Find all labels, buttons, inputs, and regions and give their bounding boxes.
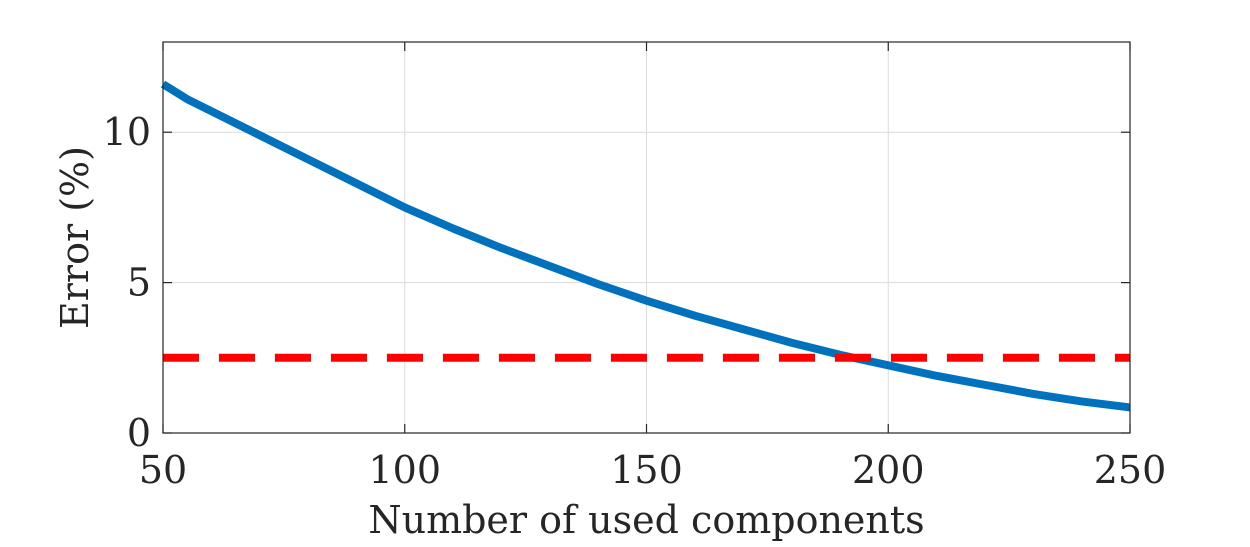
series-group (160, 80, 1131, 412)
x-axis-label: Number of used components (368, 498, 924, 542)
x-tick-label: 50 (139, 448, 187, 492)
x-tick-label: 200 (852, 448, 925, 492)
x-tick-label: 150 (610, 448, 683, 492)
x-tick-label: 100 (368, 448, 441, 492)
ticks-group: 50 100 150 200 250 0 5 10 (103, 42, 1167, 492)
y-axis-label: Error (%) (53, 146, 97, 329)
grid-lines (162, 42, 1131, 434)
y-tick-label: 10 (103, 110, 151, 154)
error-curve (160, 80, 1131, 412)
y-tick-label: 5 (127, 261, 151, 305)
y-tick-label: 0 (127, 411, 151, 455)
x-tick-label: 250 (1094, 448, 1167, 492)
